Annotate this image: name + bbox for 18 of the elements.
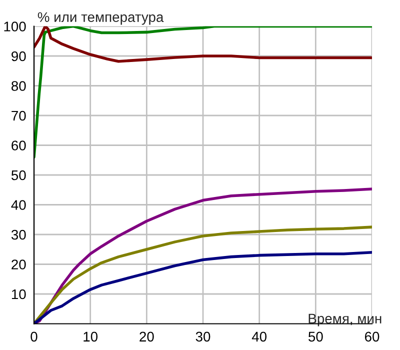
- y-tick-label: 20: [12, 260, 26, 270]
- y-tick-label: 100: [4, 22, 26, 32]
- x-tick-label: 10: [84, 332, 98, 342]
- y-tick-label: 90: [12, 51, 26, 62]
- x-tick-label: 60: [364, 332, 380, 342]
- y-tick-label: 60: [12, 140, 26, 150]
- y-tick-label: 30: [11, 230, 26, 240]
- y-tick-label: 40: [11, 200, 26, 210]
- y-axis-title: % или температура: [38, 12, 164, 25]
- x-tick-label: 40: [252, 332, 267, 342]
- x-tick-label: 50: [308, 332, 323, 342]
- y-tick-label: 50: [11, 170, 26, 180]
- y-tick-label: 70: [12, 110, 26, 121]
- x-tick-label: 20: [140, 332, 154, 342]
- x-tick-label: 0: [30, 332, 38, 342]
- y-tick-label: 10: [12, 289, 26, 300]
- x-tick-label: 30: [196, 332, 210, 342]
- y-tick-label: 80: [12, 81, 26, 91]
